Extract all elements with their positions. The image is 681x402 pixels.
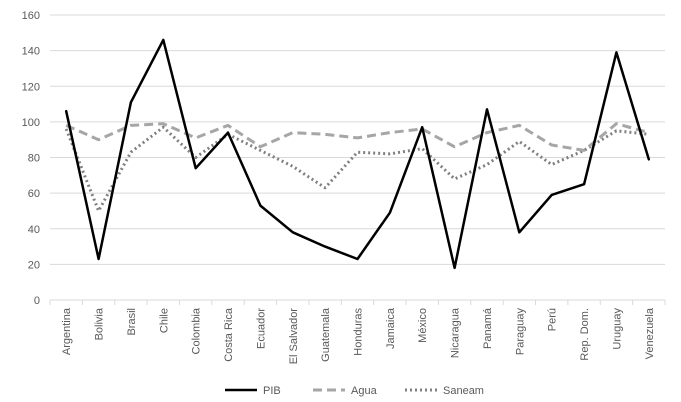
legend-label-saneam: Saneam (443, 385, 484, 397)
x-tick-label: Ecuador (255, 308, 267, 349)
x-tick-label: Nicaragua (450, 307, 462, 358)
series-line-saneam (64, 125, 649, 213)
y-tick-label: 0 (34, 295, 40, 307)
y-tick-label: 80 (28, 153, 40, 165)
x-tick-label: Rep. Dom. (579, 308, 591, 361)
series-line-pib (64, 38, 651, 270)
gridlines (50, 14, 665, 265)
y-tick-label: 140 (22, 46, 40, 58)
series-line-agua (65, 122, 650, 152)
x-tick-label: Perú (547, 308, 559, 331)
x-axis-tick-labels: Argentina Bolivia Brasil Chile Colombia Costa… (49, 300, 666, 365)
x-tick-label: Venezuela (644, 307, 656, 359)
y-tick-label: 40 (28, 224, 40, 236)
x-tick-label: Paraguay (514, 308, 526, 356)
y-tick-label: 20 (28, 259, 40, 271)
x-tick-label: Jamaica (385, 307, 397, 349)
x-tick-label: Guatemala (320, 307, 332, 362)
legend: PIB Agua Saneam (225, 385, 484, 397)
x-tick-label: Chile (158, 308, 170, 333)
x-tick-label: El Salvador (288, 308, 300, 365)
x-tick-label: Bolivia (94, 307, 106, 340)
legend-label-pib: PIB (263, 385, 281, 397)
series-lines (64, 38, 651, 270)
legend-label-agua: Agua (351, 385, 378, 397)
y-axis-tick-labels: 0 20 40 60 80 100 120 140 160 (22, 10, 40, 307)
x-tick-label: Costa Rica (223, 307, 235, 362)
x-tick-label: Panamá (482, 307, 494, 349)
y-tick-label: 100 (22, 117, 40, 129)
x-tick-label: Argentina (61, 307, 73, 355)
x-tick-label: Brasil (126, 308, 138, 336)
y-tick-label: 120 (22, 81, 40, 93)
y-tick-label: 160 (22, 10, 40, 22)
y-tick-label: 60 (28, 188, 40, 200)
x-tick-label: Honduras (353, 308, 365, 356)
x-tick-label: México (417, 308, 429, 343)
x-tick-label: Colombia (191, 307, 203, 354)
x-tick-label: Uruguay (611, 308, 623, 350)
